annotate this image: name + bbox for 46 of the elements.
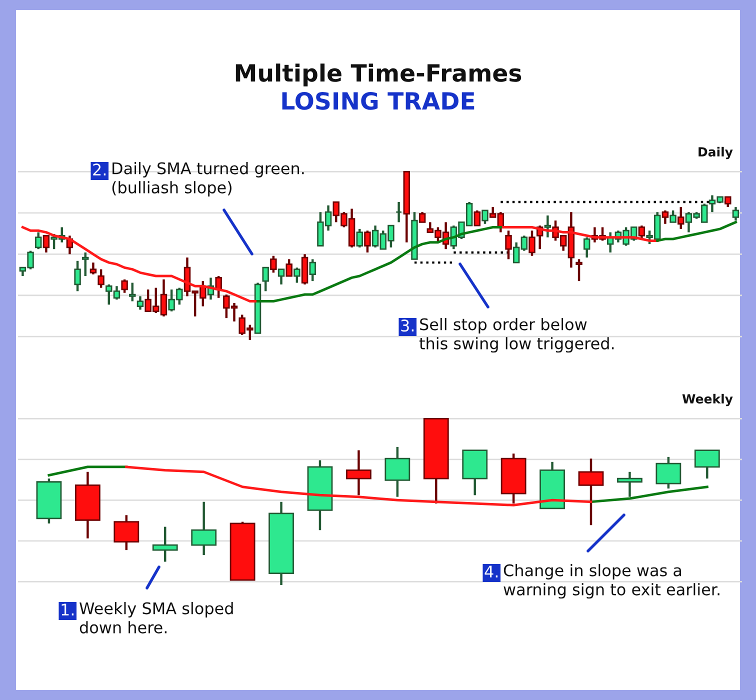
candlestick bbox=[576, 258, 582, 282]
chart-title: Weekly bbox=[682, 394, 733, 406]
annotation: 4. Change in slope was a warning sign to exit earlier. bbox=[484, 564, 720, 599]
candlestick bbox=[544, 214, 552, 238]
candlestick bbox=[152, 526, 178, 563]
candlestick bbox=[418, 210, 426, 224]
candlestick bbox=[35, 231, 42, 250]
candlestick bbox=[482, 209, 488, 225]
candlestick bbox=[262, 266, 269, 292]
candlestick bbox=[670, 209, 676, 224]
candlestick bbox=[294, 266, 300, 284]
annotation: 2. Daily SMA turned green. (bulliash slope) bbox=[93, 162, 304, 197]
annotation: 3. Sell stop order below this swing low triggered. bbox=[401, 318, 614, 353]
chart-title: Multiple Time-Frames bbox=[236, 64, 522, 86]
candlestick bbox=[74, 260, 81, 292]
text: 1. Weekly SMA sloped down here. bbox=[62, 602, 233, 634]
candlestick bbox=[474, 209, 481, 227]
candlestick bbox=[724, 196, 732, 208]
candlestick bbox=[578, 457, 604, 526]
candlestick bbox=[98, 268, 104, 289]
chart-subtitle: LOSING TRADE bbox=[282, 92, 474, 110]
candlestick bbox=[42, 234, 50, 254]
candlestick bbox=[364, 229, 371, 254]
candlestick bbox=[215, 274, 222, 300]
text: Daily bbox=[698, 146, 733, 160]
candlestick bbox=[694, 449, 720, 480]
candlestick bbox=[278, 268, 285, 286]
candlestick bbox=[617, 470, 642, 498]
candlestick bbox=[136, 295, 144, 311]
candlestick bbox=[286, 258, 292, 278]
candlestick bbox=[678, 206, 684, 230]
candlestick bbox=[732, 206, 740, 222]
candlestick bbox=[121, 278, 128, 294]
candlestick bbox=[82, 251, 89, 278]
candlestick bbox=[638, 224, 646, 240]
candlestick bbox=[129, 282, 136, 302]
candlestick bbox=[90, 261, 97, 276]
candlestick bbox=[395, 200, 402, 224]
candlestick bbox=[270, 254, 277, 274]
candlestick bbox=[309, 258, 316, 282]
candlestick bbox=[662, 209, 669, 225]
candlestick bbox=[505, 229, 512, 260]
candlestick bbox=[584, 236, 590, 259]
candlestick bbox=[356, 228, 363, 249]
candlestick bbox=[528, 229, 536, 257]
candlestick bbox=[346, 449, 372, 496]
